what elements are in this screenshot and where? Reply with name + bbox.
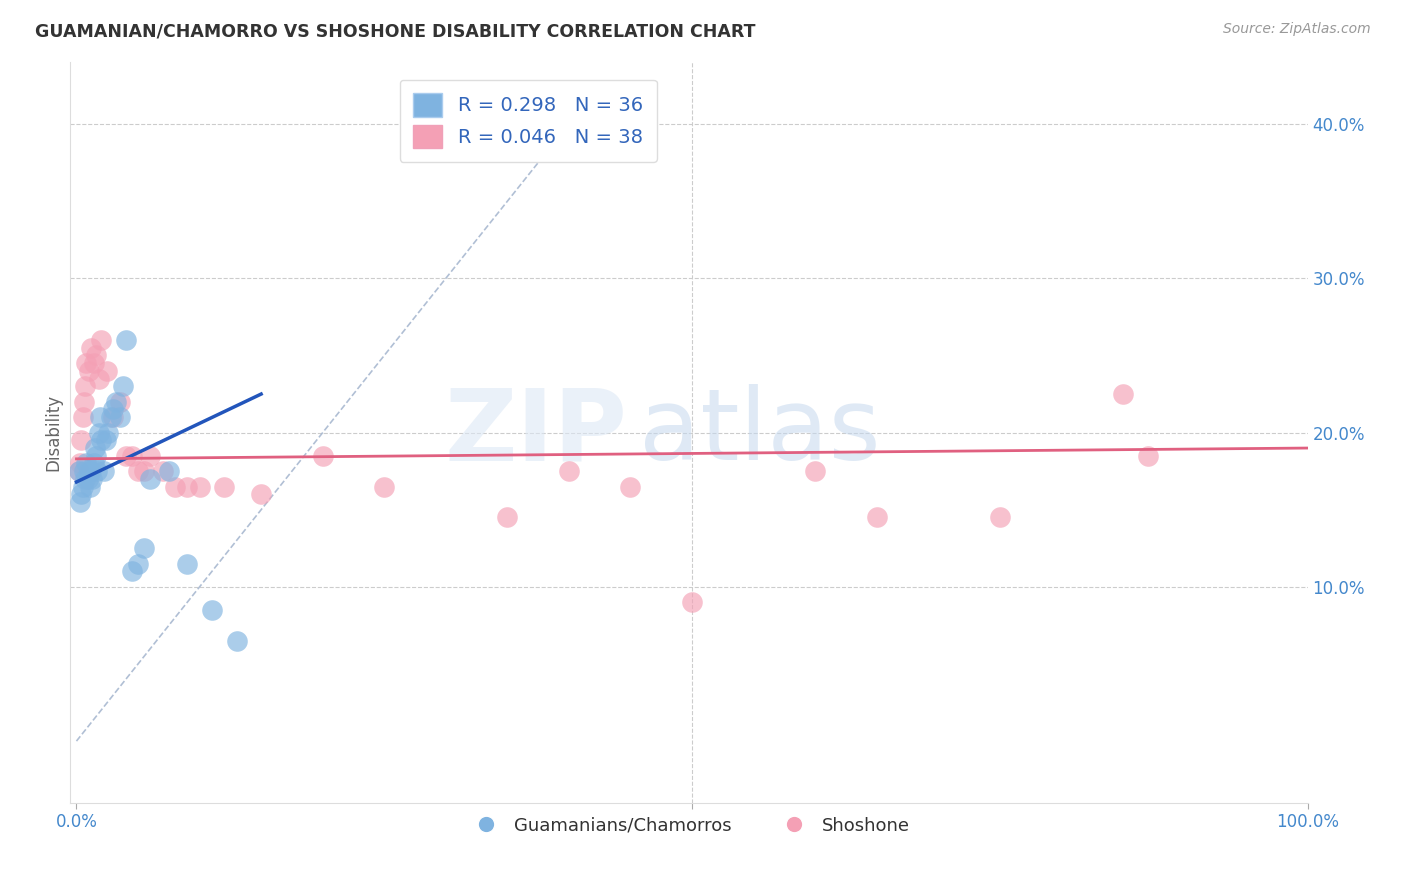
Point: [108, 394, 131, 409]
Point: [108, 410, 131, 425]
Point: [114, 333, 136, 347]
Point: [496, 510, 519, 524]
Point: [75, 379, 97, 393]
Point: [72, 410, 94, 425]
Point: [89, 410, 111, 425]
Point: [558, 464, 581, 478]
Point: [225, 633, 247, 648]
Point: [90, 434, 112, 448]
Point: [127, 464, 149, 478]
Point: [1112, 387, 1135, 401]
Text: GUAMANIAN/CHAMORRO VS SHOSHONE DISABILITY CORRELATION CHART: GUAMANIAN/CHAMORRO VS SHOSHONE DISABILIT…: [35, 22, 755, 40]
Text: ZIP: ZIP: [444, 384, 627, 481]
Point: [176, 557, 198, 571]
Point: [188, 480, 211, 494]
Point: [134, 541, 156, 556]
Point: [121, 449, 143, 463]
Point: [152, 464, 174, 478]
Point: [86, 464, 108, 478]
Point: [312, 449, 335, 463]
Point: [77, 464, 100, 478]
Point: [93, 464, 115, 478]
Point: [87, 371, 110, 385]
Point: [127, 557, 149, 571]
Point: [83, 356, 105, 370]
Point: [619, 480, 641, 494]
Point: [87, 425, 110, 440]
Point: [681, 595, 703, 609]
Point: [80, 341, 103, 355]
Point: [77, 364, 100, 378]
Point: [70, 434, 93, 448]
Point: [84, 441, 107, 455]
Point: [804, 464, 827, 478]
Text: Source: ZipAtlas.com: Source: ZipAtlas.com: [1223, 22, 1371, 37]
Point: [1136, 449, 1159, 463]
Point: [75, 457, 97, 471]
Point: [139, 449, 162, 463]
Text: atlas: atlas: [640, 384, 882, 481]
Point: [988, 510, 1011, 524]
Point: [201, 603, 224, 617]
Point: [104, 394, 127, 409]
Point: [103, 410, 125, 425]
Point: [67, 464, 90, 478]
Point: [73, 464, 96, 478]
Point: [163, 480, 186, 494]
Point: [75, 472, 97, 486]
Point: [373, 480, 395, 494]
Point: [94, 434, 117, 448]
Point: [73, 394, 96, 409]
Point: [84, 349, 107, 363]
Point: [70, 487, 93, 501]
Point: [82, 472, 104, 486]
Point: [176, 480, 198, 494]
Point: [80, 464, 103, 478]
Point: [157, 464, 180, 478]
Point: [69, 495, 91, 509]
Point: [212, 480, 235, 494]
Y-axis label: Disability: Disability: [44, 394, 62, 471]
Point: [72, 480, 94, 494]
Point: [139, 472, 162, 486]
Point: [866, 510, 889, 524]
Point: [67, 464, 90, 478]
Legend: Guamanians/Chamorros, Shoshone: Guamanians/Chamorros, Shoshone: [461, 809, 917, 842]
Point: [75, 356, 97, 370]
Point: [134, 464, 156, 478]
Point: [76, 472, 98, 486]
Point: [121, 565, 143, 579]
Point: [90, 333, 112, 347]
Point: [103, 402, 125, 417]
Point: [96, 364, 118, 378]
Point: [112, 379, 135, 393]
Point: [114, 449, 136, 463]
Point: [100, 410, 122, 425]
Point: [69, 457, 91, 471]
Point: [83, 457, 105, 471]
Point: [84, 449, 107, 463]
Point: [97, 425, 120, 440]
Point: [79, 480, 101, 494]
Point: [250, 487, 273, 501]
